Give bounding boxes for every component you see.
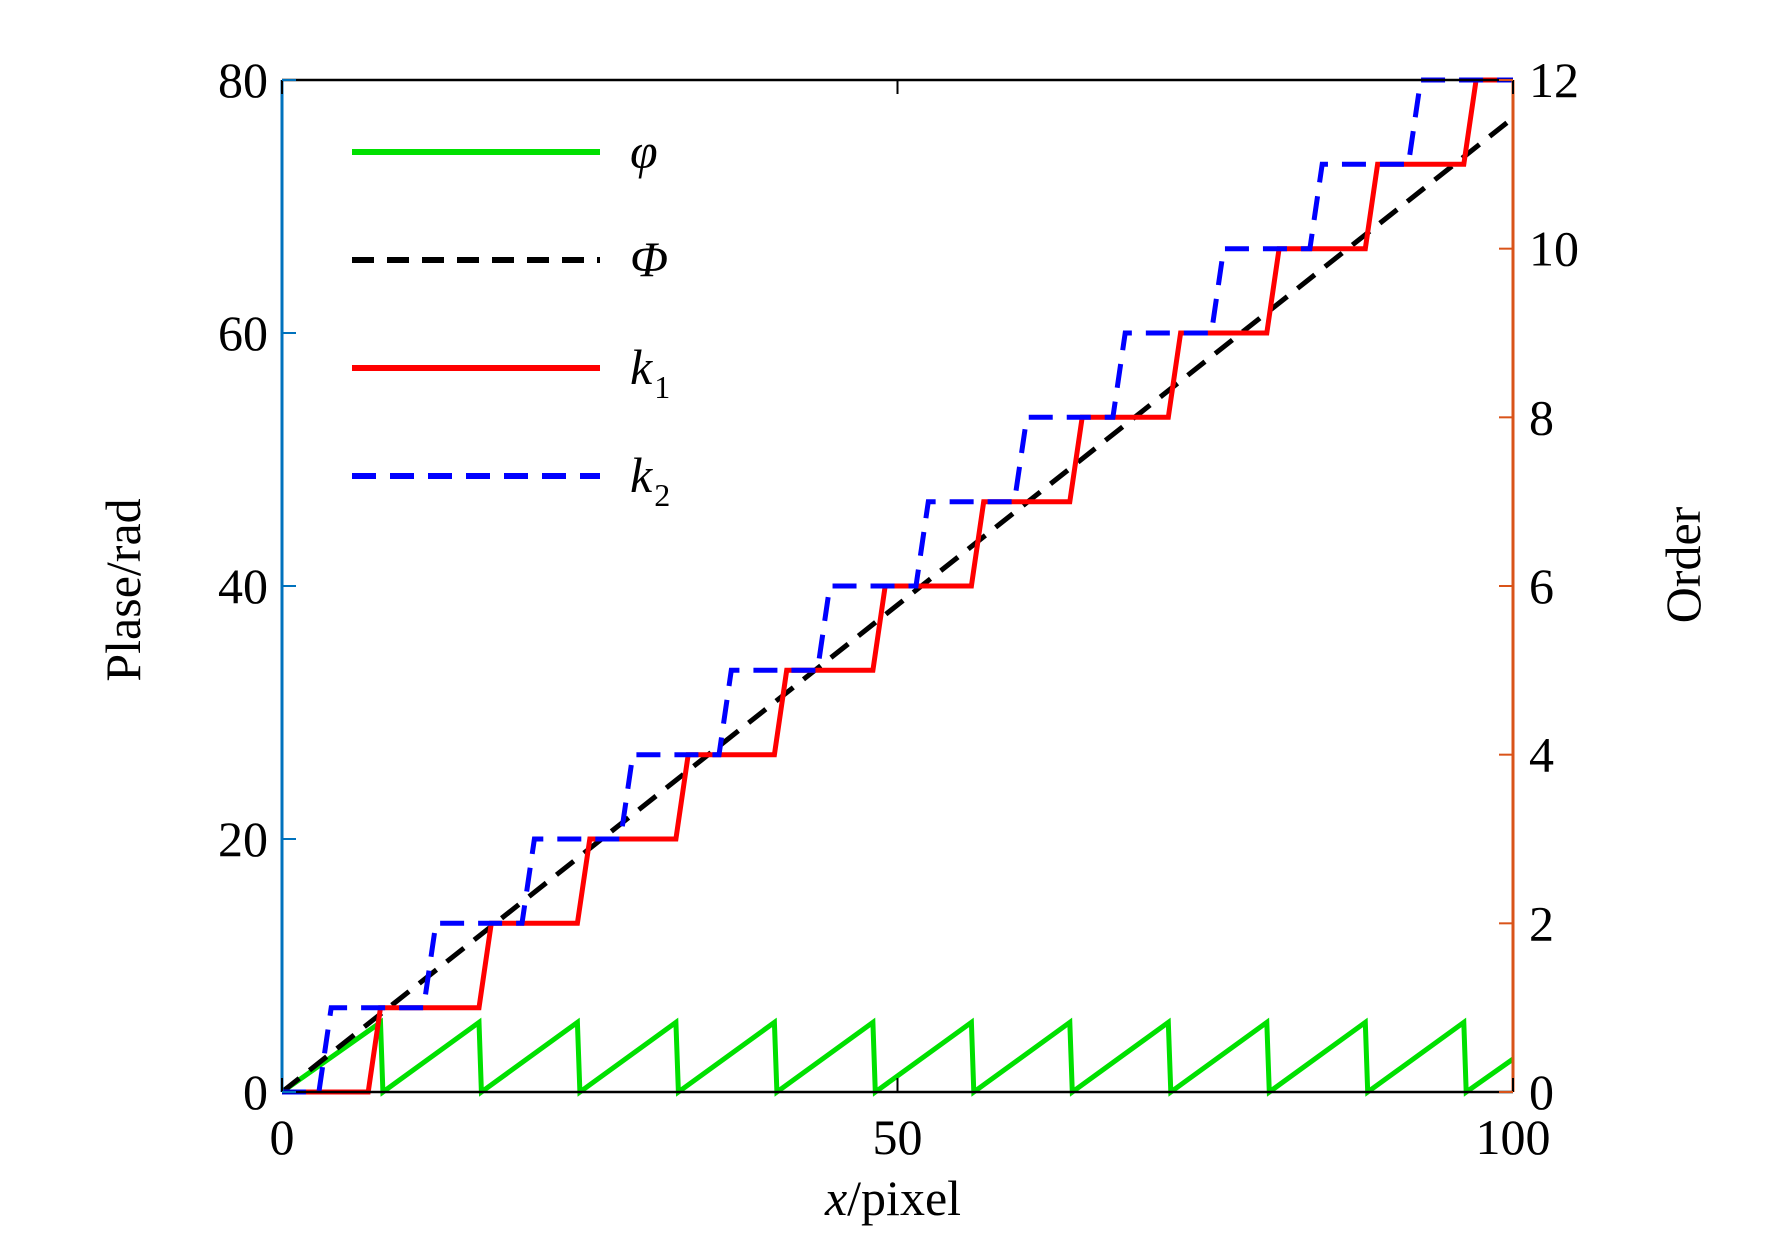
y-left-tick-label: 20: [218, 811, 268, 867]
legend-label-k2: k2: [630, 447, 670, 513]
y-left-tick-label: 60: [218, 305, 268, 361]
y-axis-left-title: Plase/rad: [95, 498, 151, 681]
y-left-tick-label: 40: [218, 558, 268, 614]
y-right-tick-label: 6: [1529, 558, 1554, 614]
legend-label-Phi: Φ: [630, 231, 668, 287]
series-line-Phi: [280, 115, 1515, 1094]
y-right-tick-label: 10: [1529, 221, 1579, 277]
y-left-tick-label: 0: [243, 1064, 268, 1120]
series-line-k1: [282, 77, 1513, 1095]
series-line-phi: [280, 1017, 1515, 1097]
y-right-tick-label: 4: [1529, 727, 1554, 783]
y-right-tick-label: 8: [1529, 389, 1554, 445]
y-left-tick-label: 80: [218, 52, 268, 108]
x-axis-title: x/pixel: [824, 1170, 961, 1226]
plot-area: [280, 77, 1515, 1097]
x-axis-title-var: x: [824, 1170, 847, 1226]
legend-label-k1: k1: [630, 339, 670, 405]
legend-label-phi: φ: [630, 123, 658, 179]
x-axis-title-unit: /pixel: [847, 1170, 961, 1226]
y-right-tick-label: 0: [1529, 1064, 1554, 1120]
y-right-tick-label: 2: [1529, 895, 1554, 951]
x-tick-label: 50: [873, 1109, 923, 1165]
x-tick-label: 100: [1476, 1109, 1551, 1165]
y-axis-right-title: Order: [1655, 506, 1711, 623]
x-tick-label: 0: [270, 1109, 295, 1165]
series-line-k2: [282, 77, 1513, 1095]
y-right-tick-label: 12: [1529, 52, 1579, 108]
